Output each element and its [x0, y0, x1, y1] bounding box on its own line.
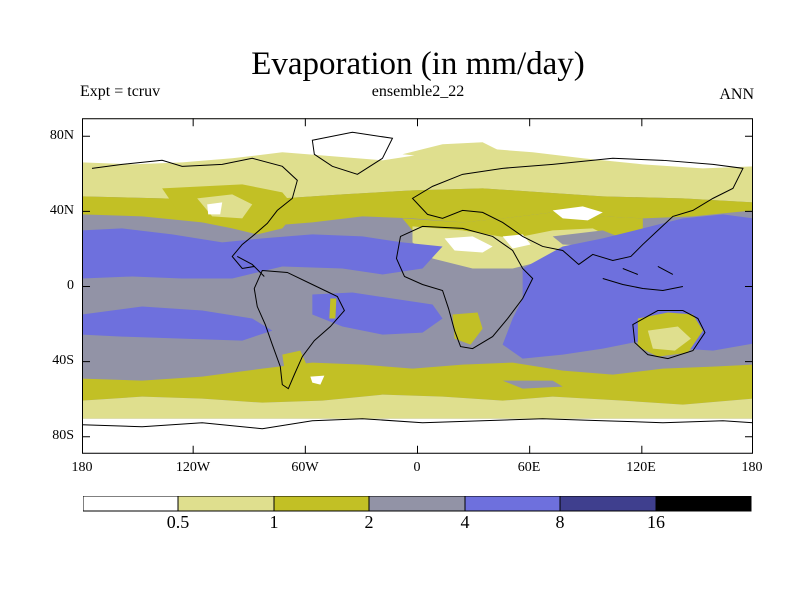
colorbar-label-4: 4 [460, 512, 470, 532]
lat-label-40n: 40N [49, 203, 74, 218]
region-south-atlantic-blue [312, 292, 443, 335]
coast-namerica [91, 157, 298, 277]
colorbar-swatch-2 [177, 496, 275, 512]
region-south-white-patch [310, 375, 325, 385]
lon-label-0: 0 [413, 460, 421, 475]
colorbar-swatch-7 [655, 496, 752, 512]
colorbar-swatch-5 [464, 496, 561, 512]
coast-samerica [253, 269, 345, 390]
region-south-olive [82, 362, 753, 405]
coast-australia [632, 310, 706, 360]
lon-label-60e: 60E [517, 460, 541, 475]
region-tropics-blue-north [82, 228, 443, 279]
lon-label-180w: 180 [71, 460, 93, 475]
season-label: ANN [719, 86, 754, 103]
colorbar-swatch-4 [368, 496, 466, 512]
colorbar-swatch-1 [83, 496, 179, 512]
colorbar-label-1: 1 [269, 512, 279, 532]
colorbar-swatch-3 [273, 496, 370, 512]
region-namerica-white [207, 202, 223, 215]
region-safrica-olive [452, 312, 483, 345]
coast-eurasia [411, 157, 744, 266]
lon-label-180e: 180 [741, 460, 763, 475]
colorbar-label-2: 2 [364, 512, 374, 532]
coast-antarctica [82, 418, 753, 430]
lon-label-120e: 120E [626, 460, 656, 475]
coast-africa [395, 225, 534, 350]
region-arctic-pale2 [402, 142, 503, 161]
map-title: Evaporation (in mm/day) [251, 46, 585, 82]
region-south-pacific-blue [82, 306, 273, 341]
coast-indonesia [602, 266, 683, 292]
colorbar-label-0-5: 0.5 [166, 512, 190, 532]
map-ticks [82, 118, 753, 454]
colorbar-swatch-6 [559, 496, 657, 512]
lat-label-0: 0 [67, 278, 74, 293]
lat-label-40s: 40S [52, 353, 74, 368]
lon-label-120w: 120W [175, 460, 211, 475]
region-arabia-white [502, 234, 531, 249]
experiment-label: Expt = tcruv [80, 83, 161, 100]
colorbar-label-16: 16 [647, 512, 665, 532]
region-asia-white [552, 206, 603, 221]
region-arctic-white [82, 118, 753, 169]
ensemble-label: ensemble2_22 [371, 83, 465, 100]
region-samerica-olive2 [329, 298, 337, 319]
region-australia-pale [647, 326, 691, 351]
region-south-pale [82, 394, 753, 419]
evaporation-map [82, 118, 753, 454]
lat-label-80s: 80S [52, 428, 74, 443]
lat-label-80n: 80N [49, 128, 74, 143]
lon-label-60w: 60W [291, 460, 319, 475]
colorbar-label-8: 8 [555, 512, 565, 532]
coast-greenland [311, 131, 394, 175]
colorbar [83, 496, 752, 512]
